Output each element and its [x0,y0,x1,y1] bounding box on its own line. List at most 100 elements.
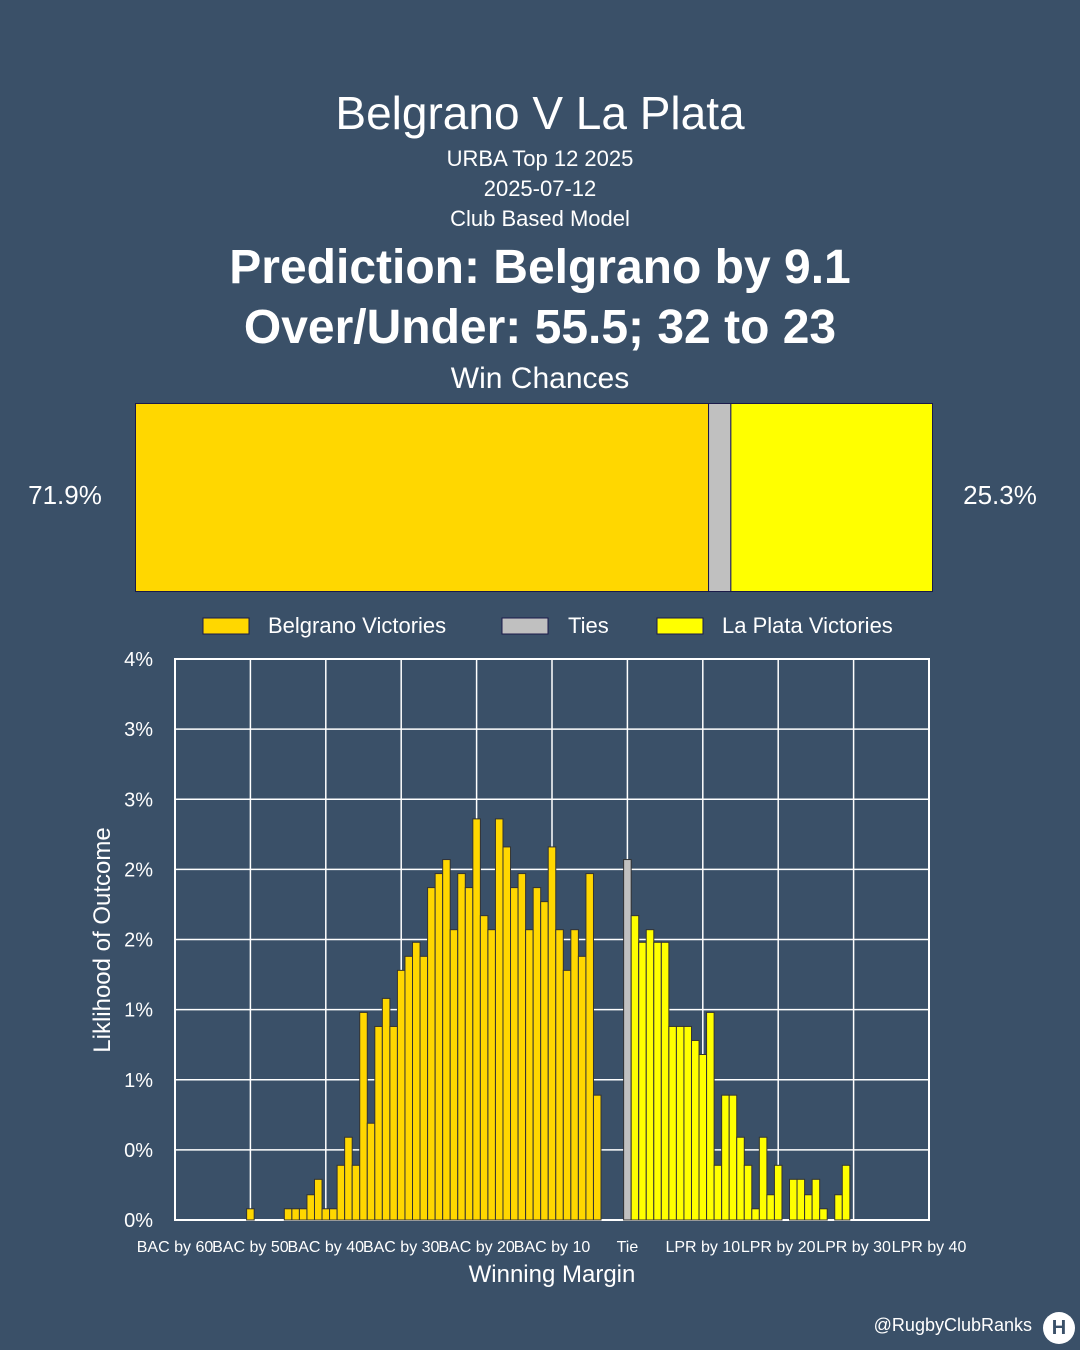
bar [804,1194,813,1221]
y-axis-label: Liklihood of Outcome [89,827,116,1052]
legend-swatch [656,617,704,635]
bar [487,929,496,1221]
rugby-posts-logo-icon: H [1043,1312,1075,1344]
bar [713,1164,723,1221]
x-tick-label: Tie [617,1239,639,1256]
model-label: Club Based Model [450,206,630,231]
bar [525,929,534,1221]
bar [329,1208,338,1221]
competition-label: URBA Top 12 2025 [446,146,634,171]
bar [660,941,670,1221]
bar [721,1094,730,1221]
bar [570,929,579,1221]
x-tick-label: BAC by 30 [363,1239,440,1256]
margin-histogram: Belgrano Victories Ties La Plata Victories… [89,613,966,1288]
bar [532,887,542,1221]
bar [321,1208,331,1221]
x-axis-label: Winning Margin [469,1261,636,1288]
bar [283,1208,293,1221]
bar [298,1208,308,1221]
bar [396,969,406,1221]
bar [517,873,527,1221]
bar [562,969,572,1221]
win-bar-away [730,403,933,592]
bar [479,915,489,1221]
bar [698,1054,708,1221]
x-tick-label: BAC by 10 [514,1239,591,1256]
legend-label: Ties [568,613,609,638]
bar [834,1194,843,1221]
y-tick-label: 2% [124,859,153,881]
chart-grid [174,658,930,1221]
bar [449,929,459,1221]
bar [638,941,647,1221]
y-tick-label: 0% [124,1140,153,1162]
bar [585,873,594,1221]
bar [502,846,512,1221]
bar [510,887,519,1221]
chart-bars [246,818,851,1221]
bar [472,818,481,1221]
bar [668,1025,677,1221]
bar [374,1025,383,1221]
bar [555,929,564,1221]
chart-legend: Belgrano Victories Ties La Plata Victories [202,613,893,638]
bar [389,1025,398,1221]
away-win-percent: 25.3% [963,480,1037,510]
y-tick-label: 3% [124,789,153,811]
bar [683,1025,692,1221]
bar [811,1178,821,1221]
bar [819,1208,828,1221]
x-tick-label: BAC by 20 [438,1239,515,1256]
prediction-text: Prediction: Belgrano by 9.1 [229,241,851,294]
bar [344,1136,353,1221]
bar [366,1122,376,1221]
bar [796,1178,806,1221]
y-tick-label: 0% [124,1210,153,1232]
bar [743,1164,753,1221]
bar [381,997,391,1221]
legend-label: Belgrano Victories [268,613,446,638]
x-tick-label: LPR by 30 [816,1239,891,1256]
bar [404,955,414,1221]
bar [457,873,466,1221]
bar [442,859,451,1221]
win-bar-tie [708,403,732,592]
bar [789,1178,798,1221]
legend-label: La Plata Victories [722,613,893,638]
bar [306,1194,315,1221]
bar [412,941,421,1221]
bar [592,1094,602,1221]
bar [766,1194,775,1221]
over-under-text: Over/Under: 55.5; 32 to 23 [243,301,837,354]
bar [547,846,557,1221]
y-tick-label: 4% [124,649,153,671]
credit-handle: @RugbyClubRanks [873,1315,1032,1335]
bar [728,1094,738,1221]
bar [758,1136,768,1221]
legend-swatch [202,617,250,635]
bar [653,941,662,1221]
x-tick-label: LPR by 40 [892,1239,967,1256]
win-bar-home [135,403,710,592]
x-tick-label: BAC by 60 [137,1239,214,1256]
bar [577,955,587,1221]
bar [351,1164,361,1221]
bar [630,915,640,1221]
bar [675,1025,685,1221]
bar [427,887,436,1221]
win-chances-bar [135,403,933,592]
bar [540,901,549,1221]
match-date: 2025-07-12 [483,176,597,201]
x-tick-label: BAC by 50 [212,1239,289,1256]
bar [623,859,632,1221]
chart-title: Belgrano V La Plata [335,87,745,139]
bar [313,1178,323,1221]
y-tick-label: 1% [124,1070,153,1092]
bar [751,1208,760,1221]
y-tick-label: 1% [124,1000,153,1022]
bar [291,1208,300,1221]
bar [841,1164,851,1221]
legend-swatch [501,617,549,635]
